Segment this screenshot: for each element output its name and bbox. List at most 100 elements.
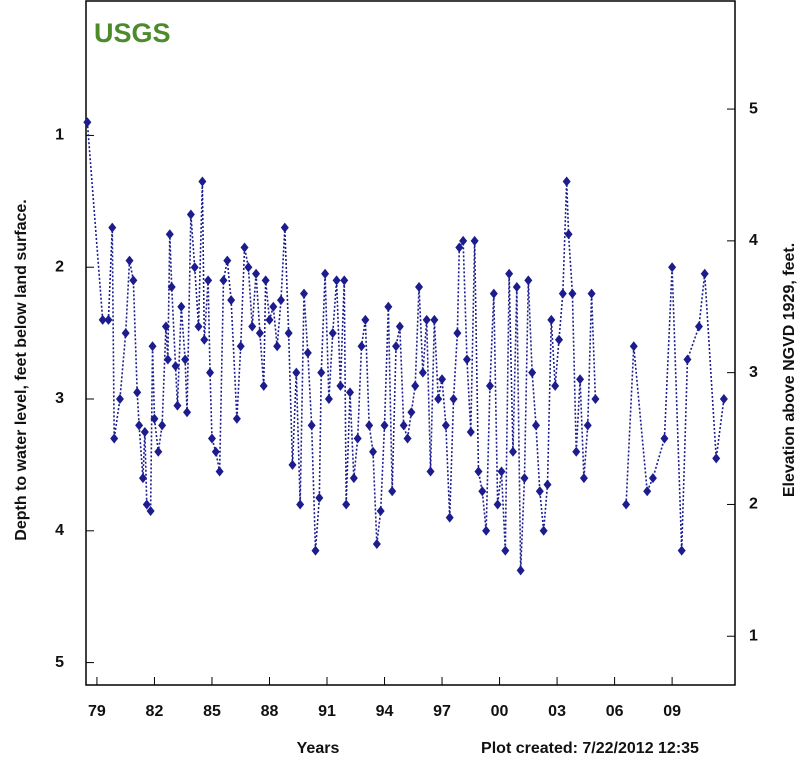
data-point: [376, 506, 385, 517]
data-point: [543, 479, 552, 490]
data-point: [273, 341, 282, 352]
data-point: [324, 394, 333, 405]
data-point: [207, 433, 216, 444]
data-point: [415, 281, 424, 292]
data-point: [110, 433, 119, 444]
data-point: [194, 321, 203, 332]
data-point: [240, 242, 249, 253]
x-tick-label: 79: [88, 703, 106, 720]
data-point: [422, 314, 431, 325]
data-point: [161, 321, 170, 332]
x-tick-label: 91: [318, 703, 336, 720]
data-point: [129, 275, 138, 286]
data-point: [531, 420, 540, 431]
y2-tick-label: 3: [749, 364, 758, 381]
data-point: [227, 295, 236, 306]
data-point: [554, 334, 563, 345]
data-point: [524, 275, 533, 286]
data-point: [284, 328, 293, 339]
plot-frame: [85, 0, 736, 686]
data-point: [361, 314, 370, 325]
data-point: [299, 288, 308, 299]
data-point: [357, 341, 366, 352]
y-tick-label: 4: [55, 522, 64, 539]
data-point: [677, 545, 686, 556]
data-point: [418, 367, 427, 378]
y-tick-label: 2: [55, 258, 64, 275]
data-point: [328, 328, 337, 339]
data-point: [445, 512, 454, 523]
data-point: [259, 380, 268, 391]
data-point: [288, 459, 297, 470]
data-point: [204, 275, 213, 286]
data-point: [384, 301, 393, 312]
data-point: [520, 473, 529, 484]
data-point: [369, 446, 378, 457]
data-point: [453, 328, 462, 339]
y2-tick-label: 4: [749, 232, 758, 249]
data-point: [591, 394, 600, 405]
data-point: [276, 295, 285, 306]
x-tick-label: 97: [433, 703, 451, 720]
data-point: [572, 446, 581, 457]
x-axis-label: Years: [297, 740, 340, 757]
data-point: [336, 380, 345, 391]
data-point: [244, 262, 253, 273]
data-point: [167, 281, 176, 292]
data-point: [340, 275, 349, 286]
y-tick-label: 5: [55, 654, 64, 671]
data-point: [489, 288, 498, 299]
data-point: [332, 275, 341, 286]
data-point: [562, 176, 571, 187]
data-point: [158, 420, 167, 431]
data-point: [138, 473, 147, 484]
y2-tick-label: 1: [749, 627, 758, 644]
data-point: [474, 466, 483, 477]
data-point: [719, 394, 728, 405]
data-point: [219, 275, 228, 286]
data-point: [365, 420, 374, 431]
data-point: [576, 374, 585, 385]
x-tick-label: 85: [203, 703, 221, 720]
data-point: [252, 268, 261, 279]
data-point: [186, 209, 195, 220]
data-point: [98, 314, 107, 325]
data-point: [485, 380, 494, 391]
data-point: [104, 314, 113, 325]
data-point: [232, 413, 241, 424]
data-point: [353, 433, 362, 444]
data-point: [265, 314, 274, 325]
x-tick-label: 88: [261, 703, 279, 720]
data-point: [181, 354, 190, 365]
x-tick-label: 06: [606, 703, 624, 720]
data-point: [587, 288, 596, 299]
data-point: [583, 420, 592, 431]
data-point: [551, 380, 560, 391]
data-point: [315, 492, 324, 503]
data-point: [311, 545, 320, 556]
data-point: [438, 374, 447, 385]
data-point: [455, 242, 464, 253]
data-point: [190, 262, 199, 273]
data-point: [558, 288, 567, 299]
data-point: [579, 473, 588, 484]
data-point: [303, 347, 312, 358]
data-point: [269, 301, 278, 312]
data-point: [372, 538, 381, 549]
data-point: [148, 341, 157, 352]
y2-tick-label: 2: [749, 496, 758, 513]
data-point: [407, 407, 416, 418]
data-point: [248, 321, 257, 332]
data-point: [539, 525, 548, 536]
data-point: [236, 341, 245, 352]
data-point: [411, 380, 420, 391]
logo: USGS: [94, 18, 171, 48]
x-tick-label: 09: [663, 703, 681, 720]
data-point: [478, 486, 487, 497]
data-point: [317, 367, 326, 378]
data-point: [135, 420, 144, 431]
data-point: [535, 486, 544, 497]
data-point: [547, 314, 556, 325]
data-point: [133, 387, 142, 398]
